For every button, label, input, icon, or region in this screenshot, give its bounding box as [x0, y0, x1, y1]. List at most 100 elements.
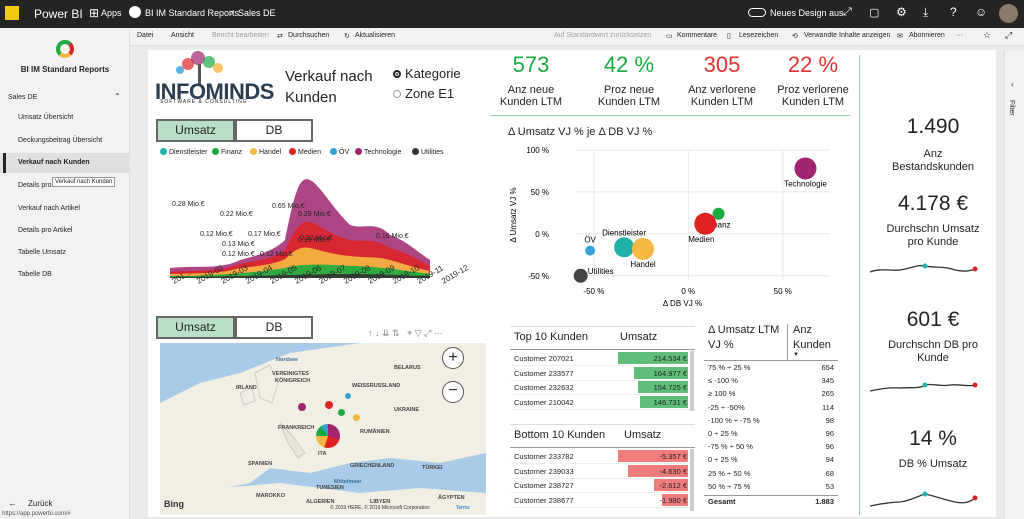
smiley-icon[interactable]: ☺ [975, 5, 988, 19]
bookmark-icon[interactable]: ▯ [727, 33, 731, 40]
download-icon[interactable]: ⤓ [923, 5, 929, 19]
chevron-up-icon[interactable]: ⌃ [114, 92, 121, 101]
matrix-row-label[interactable]: 25 % ÷ 50 % [708, 468, 751, 478]
settings-icon[interactable]: ⚙ [896, 5, 907, 19]
nav-item[interactable]: Tabelle DB [18, 271, 52, 278]
scatter-chart[interactable]: -50 % 0 % 50 % 100 % 50 % 0 % -50 % Δ DB VJ % Δ … [500, 140, 860, 310]
breadcrumb-workspace[interactable]: BI IM Standard Reports [145, 8, 240, 18]
matrix-row-label[interactable]: ≥ 100 % [708, 389, 736, 399]
refresh-icon[interactable]: ↻ [344, 33, 350, 40]
filter-pane[interactable]: ‹ Filter [1004, 50, 1024, 519]
legend-item[interactable]: Utilities [412, 148, 444, 156]
scatter-point[interactable] [794, 157, 817, 180]
related-content-button[interactable]: Verwandte Inhalte anzeigen [804, 32, 891, 39]
scatter-point[interactable] [585, 245, 596, 256]
toggle-umsatz[interactable]: Umsatz [156, 119, 235, 142]
comments-button[interactable]: Kommentare [677, 32, 718, 39]
nav-item-active[interactable]: Verkauf nach Kunden [18, 159, 90, 166]
matrix-header-2b[interactable]: Kunden [793, 339, 831, 351]
customer-name[interactable]: Customer 239033 [514, 466, 574, 476]
map-marker[interactable] [298, 403, 306, 411]
scrollbar[interactable] [690, 449, 694, 511]
view-menu[interactable]: Ansicht [171, 32, 194, 39]
zoom-out-button[interactable]: − [442, 381, 464, 403]
radio-kategorie-label[interactable]: Kategorie [405, 66, 461, 81]
breadcrumb-report[interactable]: Sales DE [238, 8, 276, 18]
app-launcher-icon[interactable] [5, 6, 19, 20]
related-icon[interactable]: ⟲ [792, 33, 798, 40]
apps-link[interactable]: Apps [101, 8, 122, 18]
map-marker[interactable] [325, 401, 333, 409]
refresh-button[interactable]: Aktualisieren [355, 32, 396, 39]
sort-desc-icon[interactable]: ▼ [793, 352, 799, 358]
more-options[interactable]: ··· [956, 32, 963, 39]
customer-name[interactable]: Customer 233782 [514, 452, 574, 461]
nav-item[interactable]: Tabelle Umsatz [18, 249, 66, 256]
legend-item[interactable]: Technologie [355, 148, 401, 156]
map-marker[interactable] [345, 393, 351, 399]
filter-chevron-icon[interactable]: ‹ [1011, 80, 1014, 89]
nav-item[interactable]: Deckungsbeitrag Übersicht [18, 137, 103, 144]
scatter-point[interactable] [573, 268, 588, 283]
legend-item[interactable]: ÖV [330, 148, 349, 156]
toggle-db[interactable]: DB [235, 119, 313, 142]
map-marker[interactable] [353, 414, 360, 421]
top10-header-value[interactable]: Umsatz [620, 331, 658, 343]
customer-name[interactable]: Customer 210042 [514, 397, 574, 407]
matrix-header-1a[interactable]: Δ Umsatz LTM [708, 324, 780, 336]
edit-report-button[interactable]: Bericht bearbeiten [212, 32, 269, 39]
matrix-row-label[interactable]: -75 % ÷ 50 % [708, 442, 753, 452]
radio-zone[interactable] [393, 90, 401, 98]
avatar[interactable] [999, 4, 1018, 23]
matrix-row-label[interactable]: ≤ -100 % [708, 376, 738, 386]
map-visual[interactable]: + − Nordsee VEREINIGTES KÖNIGREICH IRLAND BE… [160, 343, 486, 515]
nav-item[interactable]: Details pro Artikel [18, 227, 73, 234]
help-icon[interactable]: ? [950, 5, 957, 19]
scatter-point[interactable] [694, 212, 717, 235]
scatter-point[interactable] [712, 207, 725, 220]
feedback-icon[interactable]: ▢ [869, 7, 880, 19]
customer-name[interactable]: Customer 207021 [514, 354, 574, 363]
expand-icon[interactable]: ⤢ [843, 6, 852, 18]
scrollbar[interactable] [690, 351, 694, 411]
matrix-row-label[interactable]: 75 % ÷ 25 % [708, 363, 751, 372]
map-terms-link[interactable]: Terms [456, 505, 470, 511]
back-link[interactable]: Zurück [28, 499, 53, 508]
matrix-header-1b[interactable]: VJ % [708, 339, 734, 351]
subscribe-icon[interactable]: ✉ [897, 33, 903, 40]
legend-item[interactable]: Handel [250, 148, 281, 156]
legend-item[interactable]: Dienstleister [160, 148, 208, 156]
legend-item[interactable]: Medien [289, 148, 321, 156]
nav-item[interactable]: Umsatz Übersicht [18, 114, 74, 121]
file-menu[interactable]: Datei [137, 32, 154, 39]
apps-grid-icon[interactable]: ⊞ [89, 6, 100, 20]
comment-icon[interactable]: ▭ [666, 33, 673, 40]
toggle2-db[interactable]: DB [235, 316, 313, 339]
top10-header-name[interactable]: Top 10 Kunden [514, 331, 589, 343]
map-pie-marker[interactable] [316, 424, 340, 448]
visual-header-icons[interactable]: ↑ ↓ ⇊ ⇅ ⌖ ▽ ⤢ ⋯ [368, 328, 443, 338]
customer-name[interactable]: Customer 232632 [514, 383, 574, 392]
bookmarks-menu[interactable]: Lesezeichen [739, 32, 779, 39]
app-name[interactable]: Power BI [34, 7, 83, 21]
scatter-point[interactable] [632, 237, 654, 260]
subscribe-button[interactable]: Abonnieren [909, 32, 945, 39]
matrix-row-label[interactable]: 50 % ÷ 75 % [708, 481, 751, 491]
matrix-row-label[interactable]: 0 ÷ 25 % [708, 429, 738, 438]
matrix-header-2a[interactable]: Anz [793, 324, 812, 336]
customer-name[interactable]: Customer 233577 [514, 368, 574, 378]
map-marker[interactable] [338, 409, 345, 416]
nav-item[interactable]: Details pro Kunde [18, 182, 74, 189]
reset-button[interactable]: Auf Standardwert zurücksetzen [554, 32, 652, 39]
bottom10-header-value[interactable]: Umsatz [624, 429, 662, 441]
matrix-row-label[interactable]: -100 % ÷ -75 % [708, 415, 760, 425]
nav-item[interactable]: Verkauf nach Artikel [18, 205, 80, 212]
legend-item[interactable]: Finanz [212, 148, 242, 156]
bottom10-header-name[interactable]: Bottom 10 Kunden [514, 429, 606, 441]
new-design-toggle[interactable] [748, 8, 766, 17]
customer-name[interactable]: Customer 238677 [514, 495, 574, 505]
fullscreen-icon[interactable]: ⤢ [1005, 30, 1013, 40]
filter-label[interactable]: Filter [1008, 100, 1015, 116]
matrix-row-label[interactable]: 0 ÷ 25 % [708, 455, 738, 465]
radio-kategorie[interactable] [393, 70, 401, 78]
